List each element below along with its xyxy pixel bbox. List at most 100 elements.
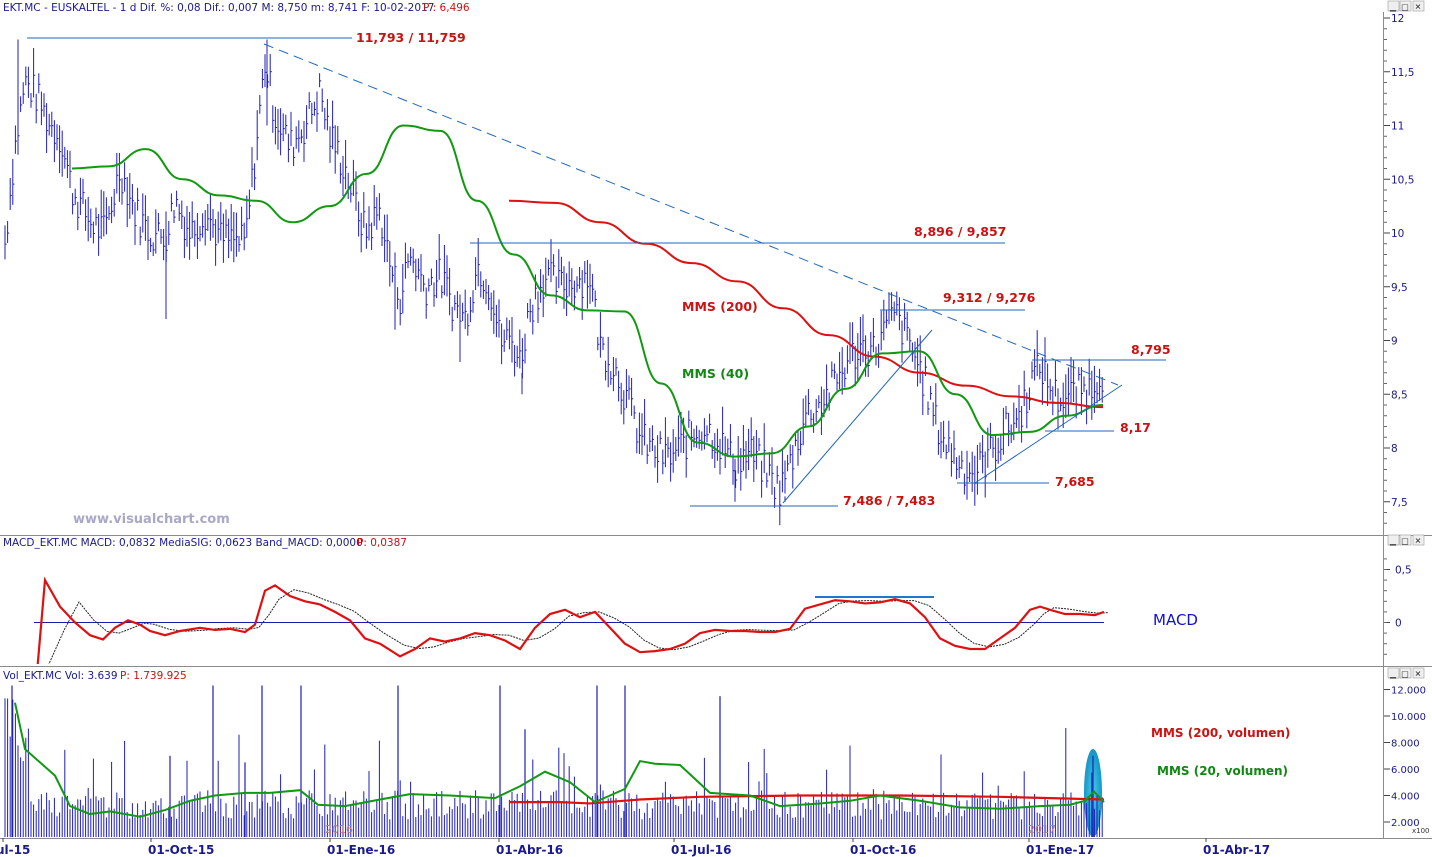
- price-pane: 11,793 / 11,759 8,896 / 9,857 9,312 / 9,…: [4, 30, 1171, 527]
- price-bar: [233, 212, 236, 263]
- price-bar: [633, 405, 636, 419]
- price-bar: [462, 302, 465, 322]
- price-bar: [550, 239, 553, 283]
- price-bar: [529, 298, 532, 323]
- price-bar: [194, 220, 197, 247]
- price-bar: [480, 271, 483, 298]
- price-header-text: EKT.MC - EUSKALTEL - 1 d Dif. %: 0,08 Di…: [3, 2, 434, 14]
- price-bar: [992, 436, 995, 458]
- price-bar: [657, 435, 660, 483]
- pane-minimize-button[interactable]: ▁: [1387, 0, 1400, 12]
- price-bar: [612, 356, 615, 392]
- vol-year-2017: 2017: [1028, 823, 1056, 836]
- vol-mms200-label: MMS (200, volumen): [1151, 726, 1290, 740]
- price-tick-label: 10: [1391, 228, 1404, 240]
- price-bar: [1031, 361, 1034, 379]
- volume-mms200-line: [509, 794, 1105, 805]
- price-bar: [168, 221, 171, 246]
- price-bar: [969, 462, 972, 482]
- price-bar: [521, 338, 524, 379]
- price-bar: [173, 210, 176, 223]
- price-bar: [716, 428, 719, 461]
- mms200-line: [508, 199, 1104, 409]
- price-bar: [558, 249, 561, 289]
- price-bar: [623, 390, 626, 425]
- price-bar: [363, 192, 366, 228]
- price-header: EKT.MC - EUSKALTEL - 1 d Dif. %: 0,08 Di…: [3, 2, 470, 14]
- price-bar: [220, 202, 223, 241]
- price-bar: [846, 345, 849, 374]
- price-tick-label: 7,5: [1391, 497, 1408, 509]
- price-bar: [251, 147, 254, 188]
- price-bar: [423, 275, 426, 292]
- macd-label: MACD: [1153, 611, 1198, 629]
- price-bar: [202, 213, 205, 238]
- price-bars: [4, 39, 1104, 526]
- price-bar: [542, 274, 545, 318]
- price-bar: [930, 385, 933, 400]
- price-bar: [59, 125, 62, 174]
- price-bar: [937, 429, 940, 455]
- price-bar: [581, 270, 584, 320]
- price-bar: [1008, 412, 1011, 447]
- price-bar: [859, 316, 862, 367]
- x-tick-label: 01-Ene-17: [1026, 843, 1094, 857]
- price-bar: [563, 266, 566, 309]
- price-bar: [144, 195, 147, 241]
- price-bar: [1065, 374, 1068, 419]
- pane-restore-button[interactable]: □: [1399, 534, 1412, 546]
- price-bar: [893, 301, 896, 322]
- price-bar: [958, 455, 961, 478]
- price-bar: [714, 432, 717, 469]
- price-bar: [181, 200, 184, 230]
- pane-restore-button[interactable]: □: [1399, 667, 1412, 679]
- price-bar: [475, 257, 478, 291]
- macd-header-p: P: 0,0387: [357, 537, 407, 549]
- annot-mms200: MMS (200): [682, 299, 758, 314]
- x-axis: ul-15 01-Oct-15 01-Ene-16 01-Abr-16 01-Jul-1…: [0, 838, 1270, 857]
- pane-separators: [0, 12, 1432, 839]
- price-bar: [800, 430, 803, 456]
- price-bar: [982, 435, 985, 474]
- price-bar: [605, 360, 608, 381]
- price-bar: [784, 460, 787, 494]
- annot-7685: 7,685: [1055, 474, 1095, 489]
- price-bar: [576, 276, 579, 293]
- price-bar: [932, 402, 935, 427]
- pane-restore-button[interactable]: □: [1399, 0, 1412, 12]
- price-bar: [428, 278, 431, 292]
- price-bar: [417, 258, 420, 280]
- pane-close-button[interactable]: ✕: [1412, 667, 1425, 679]
- price-bar: [670, 442, 673, 482]
- price-bar: [1005, 406, 1008, 420]
- annot-7486: 7,486 / 7,483: [843, 493, 935, 508]
- price-bar: [451, 306, 454, 332]
- price-bar: [441, 285, 444, 299]
- price-bar: [651, 425, 654, 451]
- price-bar: [280, 108, 283, 156]
- price-bar: [589, 263, 592, 304]
- price-bar: [376, 197, 379, 230]
- price-bar: [945, 444, 948, 460]
- price-bar: [77, 201, 80, 231]
- price-tick-label: 9: [1391, 336, 1398, 348]
- vol-year-2016: 2016: [325, 823, 353, 836]
- price-bar: [30, 93, 33, 108]
- pane-close-button[interactable]: ✕: [1412, 534, 1425, 546]
- price-bar: [189, 211, 192, 260]
- price-bar: [404, 242, 407, 279]
- price-bar: [727, 438, 730, 458]
- price-bar: [79, 177, 82, 215]
- price-bar: [454, 295, 457, 311]
- macd-header-text: MACD_EKT.MC MACD: 0,0832 MediaSIG: 0,062…: [3, 537, 363, 549]
- price-bar: [116, 152, 119, 194]
- pane-close-button[interactable]: ✕: [1412, 0, 1425, 12]
- pane-minimize-button[interactable]: ▁: [1387, 534, 1400, 546]
- price-bar: [956, 457, 959, 480]
- price-bar: [217, 211, 220, 244]
- pane-minimize-button[interactable]: ▁: [1387, 667, 1400, 679]
- price-bar: [342, 155, 345, 197]
- price-bar: [833, 363, 836, 380]
- price-bar: [134, 202, 137, 245]
- price-bar: [329, 126, 332, 163]
